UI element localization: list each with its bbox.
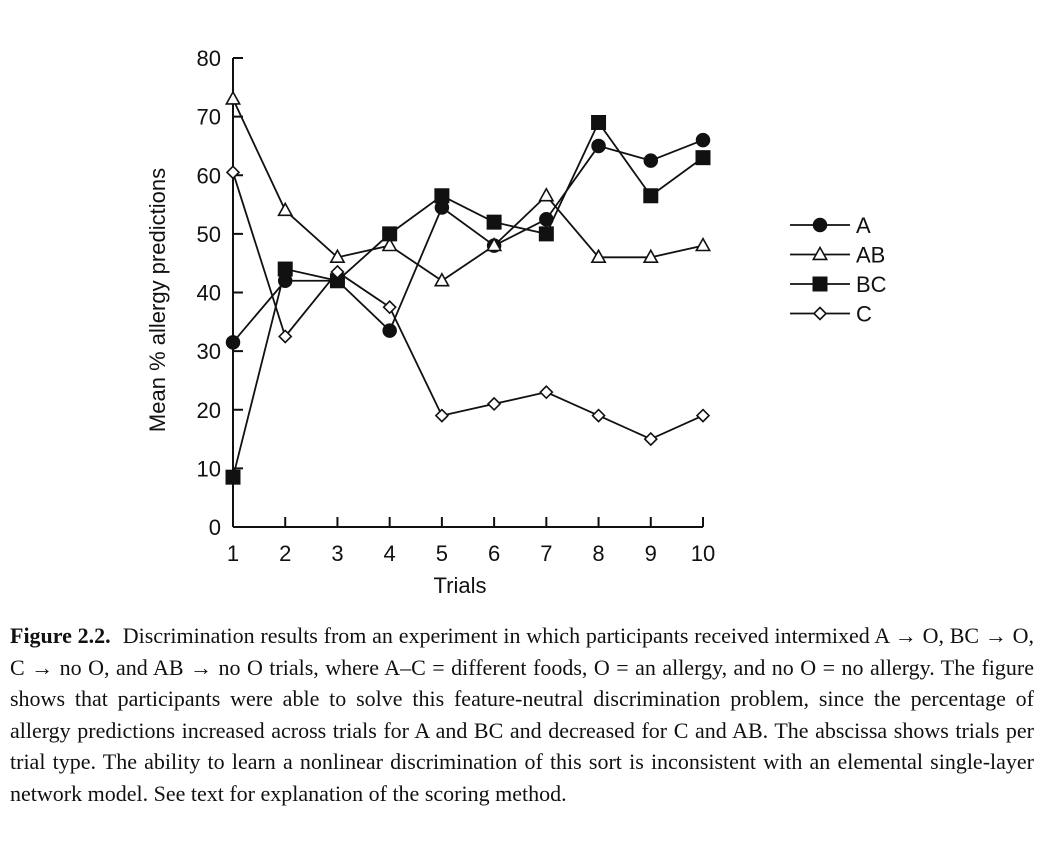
- data-point-c: [434, 408, 450, 423]
- data-point-ab: [277, 201, 294, 217]
- axes: [232, 58, 703, 528]
- series-line-c: [232, 172, 704, 441]
- x-tick-label: 6: [488, 541, 500, 566]
- data-point-bc: [695, 150, 711, 166]
- y-tick-label: 50: [197, 222, 221, 247]
- series-ab: [224, 90, 712, 287]
- data-point-ab: [538, 187, 555, 202]
- y-tick-label: 80: [197, 46, 221, 71]
- x-tick-label: 9: [645, 541, 657, 566]
- data-point-c: [278, 329, 293, 344]
- data-point-c: [539, 385, 554, 400]
- legend-label-c: C: [856, 302, 872, 327]
- legend-item-ab: AB: [790, 243, 885, 268]
- series-line-a: [232, 139, 704, 343]
- data-point-a: [591, 138, 606, 154]
- data-point-bc: [277, 261, 293, 277]
- legend: A AB BC C: [790, 213, 887, 327]
- y-tick-label: 30: [197, 339, 221, 364]
- legend-label-bc: BC: [856, 272, 887, 297]
- y-tick-label: 70: [197, 105, 221, 130]
- series-line-ab: [232, 98, 704, 282]
- x-tick-label: 8: [592, 541, 604, 566]
- data-point-c: [591, 408, 606, 423]
- x-tick-label: 1: [227, 541, 239, 566]
- data-point-ab: [642, 248, 659, 264]
- series-line-bc: [232, 120, 704, 478]
- data-point-c: [225, 165, 241, 180]
- legend-item-a: A: [790, 213, 871, 238]
- data-point-a: [695, 132, 711, 148]
- y-tick-label: 60: [197, 163, 221, 188]
- x-tick-label: 5: [436, 541, 448, 566]
- x-tick-label: 3: [331, 541, 343, 566]
- line-chart: 0 10 20 30 40 50 60 70 80 1 2 3 4 5 6 7 8 9 10 Mean % all…: [145, 46, 887, 598]
- caption-label: Figure 2.2.: [10, 623, 111, 648]
- figure-caption: Figure 2.2. Discrimination results from a…: [10, 620, 1034, 809]
- data-point-bc: [434, 188, 450, 204]
- y-tick-label: 40: [197, 281, 221, 306]
- data-point-ab: [694, 236, 712, 252]
- data-point-c: [486, 396, 502, 412]
- data-point-bc: [643, 188, 659, 204]
- data-point-c: [330, 264, 345, 280]
- y-tick-label: 20: [197, 398, 221, 423]
- x-tick-label: 2: [279, 541, 291, 566]
- series-a: [225, 132, 711, 350]
- data-point-bc: [382, 226, 398, 242]
- y-axis-ticks: 0 10 20 30 40 50 60 70 80: [197, 46, 243, 540]
- y-tick-label: 0: [209, 515, 221, 540]
- data-point-ab: [486, 236, 503, 252]
- x-tick-label: 4: [384, 541, 396, 566]
- x-tick-label: 10: [691, 541, 715, 566]
- data-point-c: [382, 300, 397, 315]
- series-bc: [225, 114, 711, 485]
- x-tick-label: 7: [540, 541, 552, 566]
- data-point-ab: [590, 248, 607, 264]
- data-point-ab: [329, 248, 346, 264]
- caption-text: Discrimination results from an experimen…: [10, 623, 1034, 806]
- data-point-ab: [381, 236, 398, 252]
- y-tick-label: 10: [197, 456, 221, 481]
- data-point-bc: [225, 469, 241, 485]
- data-point-bc: [591, 114, 607, 130]
- data-point-ab: [433, 272, 450, 287]
- legend-marker-c: [812, 306, 828, 321]
- legend-marker-ab: [811, 245, 829, 261]
- data-point-ab: [224, 90, 242, 105]
- legend-marker-bc: [812, 276, 828, 292]
- y-axis-title: Mean % allergy predictions: [145, 168, 170, 432]
- legend-item-c: C: [790, 302, 872, 327]
- legend-label-ab: AB: [856, 243, 885, 268]
- legend-item-bc: BC: [790, 272, 887, 297]
- data-point-c: [695, 408, 711, 423]
- data-point-a: [643, 153, 659, 168]
- x-axis-title: Trials: [434, 573, 487, 598]
- data-point-a: [225, 335, 241, 350]
- x-axis-ticks: 1 2 3 4 5 6 7 8 9 10: [227, 517, 715, 566]
- legend-marker-a: [812, 217, 828, 233]
- data-point-bc: [538, 226, 554, 242]
- data-point-bc: [486, 214, 502, 230]
- data-point-c: [643, 431, 658, 447]
- series-layer: [224, 90, 712, 485]
- series-c: [225, 165, 711, 447]
- data-point-a: [382, 323, 397, 338]
- legend-label-a: A: [856, 213, 871, 238]
